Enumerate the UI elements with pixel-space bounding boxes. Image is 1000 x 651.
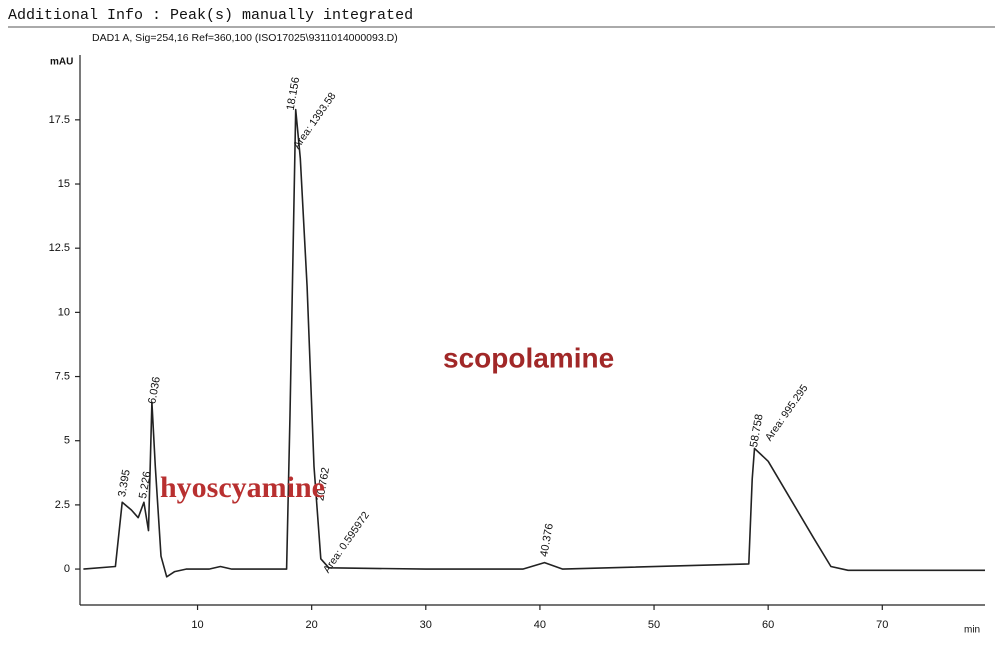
y-tick-label: 0 <box>64 563 70 575</box>
x-tick-label: 30 <box>420 619 432 631</box>
peak-label: 6.036 <box>146 376 163 405</box>
y-tick-label: 5 <box>64 435 70 447</box>
compound-label: scopolamine <box>443 342 614 373</box>
x-tick-label: 20 <box>306 619 318 631</box>
chart-subtitle: DAD1 A, Sig=254,16 Ref=360,100 (ISO17025… <box>92 32 398 44</box>
y-tick-label: 17.5 <box>49 114 70 126</box>
peak-label: 20.762 <box>314 467 332 502</box>
x-axis-label: min <box>964 625 980 636</box>
y-tick-label: 10 <box>58 306 70 318</box>
x-tick-label: 50 <box>648 619 660 631</box>
peak-label: 3.395 <box>116 469 133 498</box>
y-axis-label: mAU <box>50 57 73 68</box>
y-tick-label: 2.5 <box>55 499 70 511</box>
peak-label: 5.226 <box>137 470 154 499</box>
y-tick-label: 7.5 <box>55 370 70 382</box>
y-tick-label: 15 <box>58 178 70 190</box>
x-tick-label: 10 <box>191 619 203 631</box>
y-tick-label: 12.5 <box>49 242 70 254</box>
x-tick-label: 60 <box>762 619 774 631</box>
compound-label: hyoscyamine <box>160 471 325 504</box>
peak-label: 58.758 <box>748 413 766 448</box>
x-tick-label: 70 <box>876 619 888 631</box>
peak-label: 18.156 <box>285 76 303 111</box>
x-tick-label: 40 <box>534 619 546 631</box>
chart-title: Additional Info : Peak(s) manually integ… <box>8 7 413 24</box>
peak-label: 40.376 <box>538 523 556 558</box>
trace <box>83 108 985 578</box>
